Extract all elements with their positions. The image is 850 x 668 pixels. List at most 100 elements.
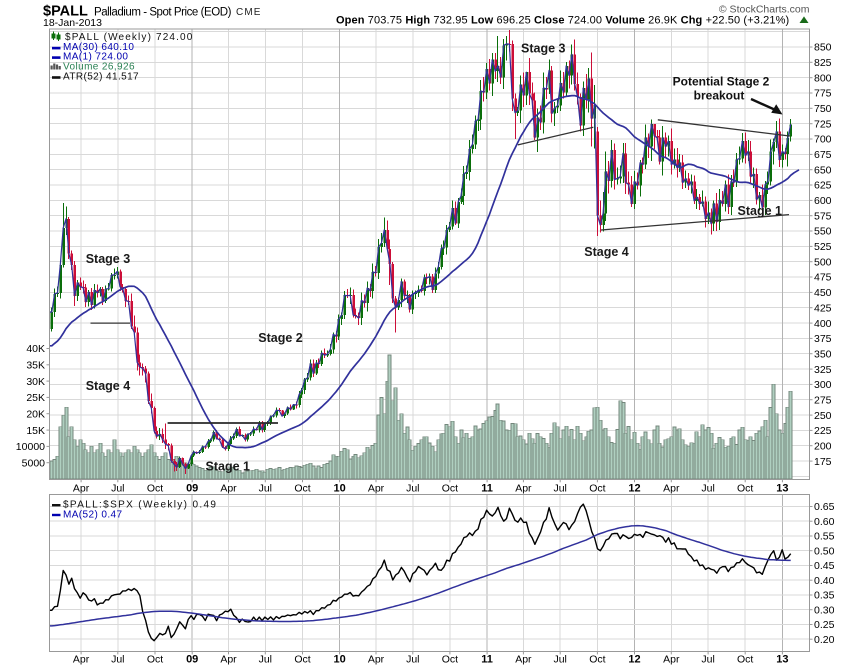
- svg-text:Oct: Oct: [294, 654, 310, 666]
- svg-text:Stage 3: Stage 3: [521, 42, 566, 56]
- svg-text:Jul: Jul: [111, 654, 124, 666]
- svg-text:Apr: Apr: [368, 654, 385, 666]
- svg-text:275: 275: [814, 394, 832, 406]
- svg-text:550: 550: [814, 226, 832, 238]
- svg-text:18-Jan-2013: 18-Jan-2013: [43, 17, 102, 29]
- svg-text:700: 700: [814, 134, 832, 146]
- svg-text:Jul: Jul: [553, 654, 566, 666]
- svg-text:Jul: Jul: [259, 483, 272, 495]
- svg-text:Oct: Oct: [442, 654, 458, 666]
- svg-text:725: 725: [814, 118, 832, 130]
- svg-text:850: 850: [814, 42, 832, 54]
- svg-text:25K: 25K: [26, 392, 45, 404]
- svg-text:Apr: Apr: [220, 483, 237, 495]
- svg-text:Oct: Oct: [737, 654, 753, 666]
- svg-text:10000: 10000: [16, 441, 45, 453]
- svg-text:600: 600: [814, 195, 832, 207]
- svg-text:Apr: Apr: [220, 654, 237, 666]
- svg-text:Open 703.75 High 732.95 Low 6: Open 703.75 High 732.95 Low 696.25 Close…: [336, 15, 789, 27]
- svg-text:20K: 20K: [26, 408, 45, 420]
- svg-text:Jul: Jul: [111, 483, 124, 495]
- svg-text:10: 10: [333, 654, 345, 666]
- svg-text:breakout: breakout: [694, 89, 745, 103]
- svg-text:35K: 35K: [26, 360, 45, 372]
- svg-text:Apr: Apr: [663, 483, 680, 495]
- svg-text:0.40: 0.40: [814, 575, 835, 587]
- svg-text:5000: 5000: [22, 457, 46, 469]
- svg-text:0.65: 0.65: [814, 501, 835, 513]
- svg-text:30K: 30K: [26, 376, 45, 388]
- svg-text:Volume 26,926: Volume 26,926: [63, 62, 135, 73]
- svg-text:0.45: 0.45: [814, 560, 835, 572]
- svg-text:500: 500: [814, 256, 832, 268]
- svg-text:400: 400: [814, 318, 832, 330]
- svg-text:15K: 15K: [26, 425, 45, 437]
- svg-text:Apr: Apr: [73, 483, 90, 495]
- svg-text:13: 13: [776, 654, 788, 666]
- svg-text:0.55: 0.55: [814, 531, 835, 543]
- svg-text:Stage 1: Stage 1: [738, 204, 783, 218]
- svg-text:575: 575: [814, 210, 832, 222]
- svg-text:09: 09: [186, 654, 198, 666]
- svg-text:Oct: Oct: [737, 483, 753, 495]
- svg-text:0.50: 0.50: [814, 545, 835, 557]
- svg-text:Apr: Apr: [515, 654, 532, 666]
- svg-text:Jul: Jul: [406, 654, 419, 666]
- svg-text:0.60: 0.60: [814, 516, 835, 528]
- svg-text:Jul: Jul: [701, 483, 714, 495]
- svg-text:Oct: Oct: [147, 654, 163, 666]
- svg-text:MA(1) 724.00: MA(1) 724.00: [63, 52, 128, 63]
- svg-text:Oct: Oct: [294, 483, 310, 495]
- svg-text:Jul: Jul: [701, 654, 714, 666]
- svg-text:525: 525: [814, 241, 832, 253]
- svg-text:175: 175: [814, 456, 832, 468]
- svg-text:09: 09: [186, 483, 198, 495]
- svg-text:0.20: 0.20: [814, 634, 835, 646]
- svg-text:Apr: Apr: [368, 483, 385, 495]
- svg-text:Palladium - Spot Price (EOD): Palladium - Spot Price (EOD): [94, 6, 232, 18]
- svg-text:775: 775: [814, 88, 832, 100]
- svg-text:Jul: Jul: [259, 654, 272, 666]
- svg-text:650: 650: [814, 164, 832, 176]
- svg-text:Jul: Jul: [553, 483, 566, 495]
- svg-text:675: 675: [814, 149, 832, 161]
- svg-text:Apr: Apr: [515, 483, 532, 495]
- svg-text:Stage 1: Stage 1: [206, 460, 251, 474]
- svg-text:Jul: Jul: [406, 483, 419, 495]
- svg-text:40K: 40K: [26, 343, 45, 355]
- svg-text:11: 11: [481, 654, 493, 666]
- svg-text:13: 13: [776, 483, 788, 495]
- svg-text:250: 250: [814, 410, 832, 422]
- svg-text:Oct: Oct: [589, 483, 605, 495]
- svg-text:Stage 4: Stage 4: [86, 379, 131, 393]
- svg-text:0.35: 0.35: [814, 590, 835, 602]
- svg-text:$PALL: $PALL: [43, 3, 88, 19]
- svg-text:$PALL (Weekly) 724.00: $PALL (Weekly) 724.00: [65, 32, 193, 43]
- svg-text:625: 625: [814, 180, 832, 192]
- svg-text:CME: CME: [236, 7, 262, 18]
- svg-text:200: 200: [814, 440, 832, 452]
- svg-text:750: 750: [814, 103, 832, 115]
- svg-text:12: 12: [628, 483, 640, 495]
- svg-text:425: 425: [814, 302, 832, 314]
- svg-text:Oct: Oct: [442, 483, 458, 495]
- svg-text:825: 825: [814, 57, 832, 69]
- svg-text:MA(30) 640.10: MA(30) 640.10: [63, 42, 134, 53]
- svg-text:Oct: Oct: [147, 483, 163, 495]
- svg-text:Stage 2: Stage 2: [258, 331, 303, 345]
- svg-text:MA(52) 0.47: MA(52) 0.47: [63, 509, 122, 520]
- svg-text:ATR(52) 41.517: ATR(52) 41.517: [63, 72, 139, 83]
- svg-text:Stage 4: Stage 4: [584, 245, 629, 259]
- svg-text:375: 375: [814, 333, 832, 345]
- svg-text:Apr: Apr: [73, 654, 90, 666]
- svg-text:Oct: Oct: [589, 654, 605, 666]
- svg-text:11: 11: [481, 483, 493, 495]
- svg-text:Stage 3: Stage 3: [86, 252, 131, 266]
- svg-text:0.30: 0.30: [814, 604, 835, 616]
- svg-text:10: 10: [333, 483, 345, 495]
- svg-text:$PALL:$SPX (Weekly) 0.49: $PALL:$SPX (Weekly) 0.49: [63, 500, 217, 511]
- svg-text:475: 475: [814, 272, 832, 284]
- svg-text:300: 300: [814, 379, 832, 391]
- svg-text:325: 325: [814, 364, 832, 376]
- svg-text:© StockCharts.com: © StockCharts.com: [719, 4, 810, 16]
